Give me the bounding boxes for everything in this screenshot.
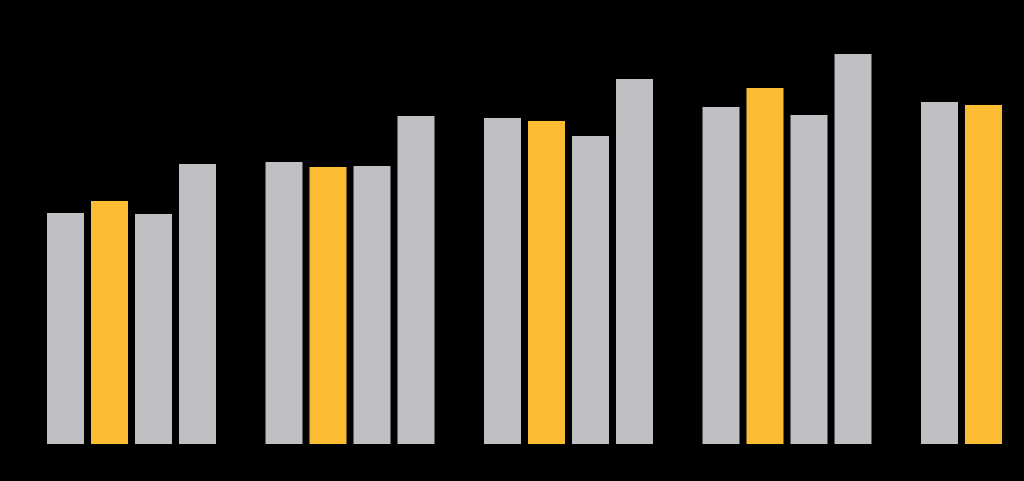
bar [834, 54, 872, 444]
bar [265, 162, 303, 444]
bar [484, 118, 521, 444]
bar [528, 121, 565, 444]
bar [91, 201, 128, 444]
bar [179, 164, 216, 444]
bar [353, 166, 391, 444]
bar [746, 88, 784, 444]
bar [616, 79, 653, 444]
bar [965, 105, 1002, 444]
bar [572, 136, 609, 444]
bar [135, 214, 172, 444]
bar [309, 167, 347, 444]
bar [47, 213, 84, 444]
bar [702, 107, 740, 444]
bar [921, 102, 958, 444]
bar [790, 115, 828, 444]
bar [397, 116, 435, 444]
